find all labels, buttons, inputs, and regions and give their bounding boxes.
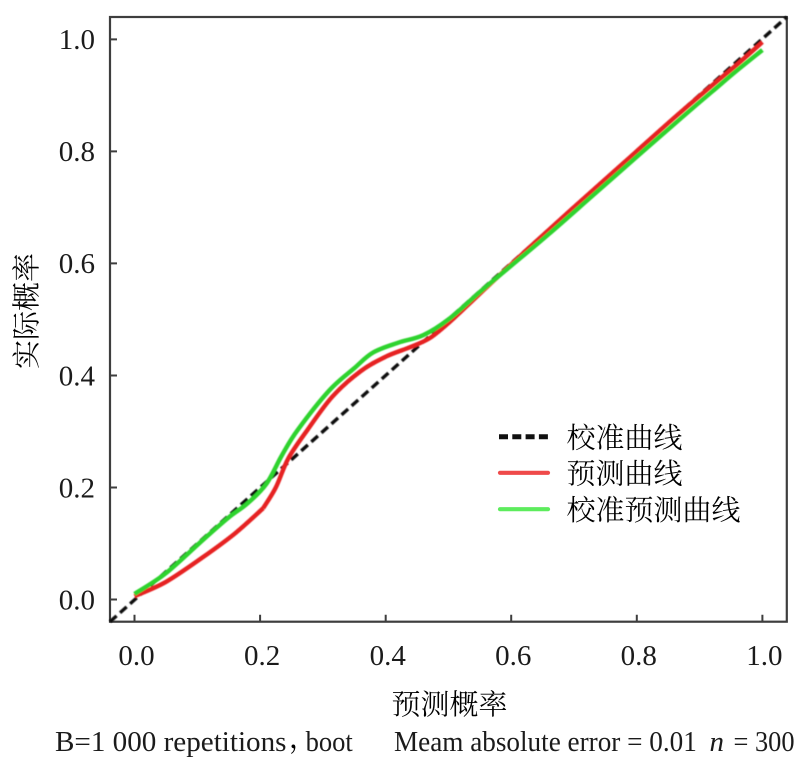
- svg-text:0.2: 0.2: [244, 640, 280, 672]
- svg-text:0.6: 0.6: [59, 248, 95, 280]
- svg-text:boot: boot: [306, 726, 353, 758]
- svg-text:0.0: 0.0: [59, 584, 95, 616]
- svg-text:= 300: = 300: [734, 726, 795, 758]
- svg-text:0.2: 0.2: [59, 472, 95, 504]
- svg-text:n: n: [710, 726, 725, 758]
- svg-text:0.4: 0.4: [59, 360, 96, 392]
- svg-text:Meam absolute error = 0.01: Meam absolute error = 0.01: [394, 726, 697, 758]
- svg-text:0.8: 0.8: [59, 136, 95, 168]
- svg-text:0.6: 0.6: [495, 640, 531, 672]
- svg-text:B=1 000 repetitions: B=1 000 repetitions: [55, 726, 287, 758]
- svg-text:1.0: 1.0: [746, 640, 782, 672]
- svg-text:1.0: 1.0: [59, 24, 95, 56]
- svg-text:0.8: 0.8: [621, 640, 657, 672]
- svg-text:0.4: 0.4: [370, 640, 407, 672]
- svg-text:0.0: 0.0: [118, 640, 154, 672]
